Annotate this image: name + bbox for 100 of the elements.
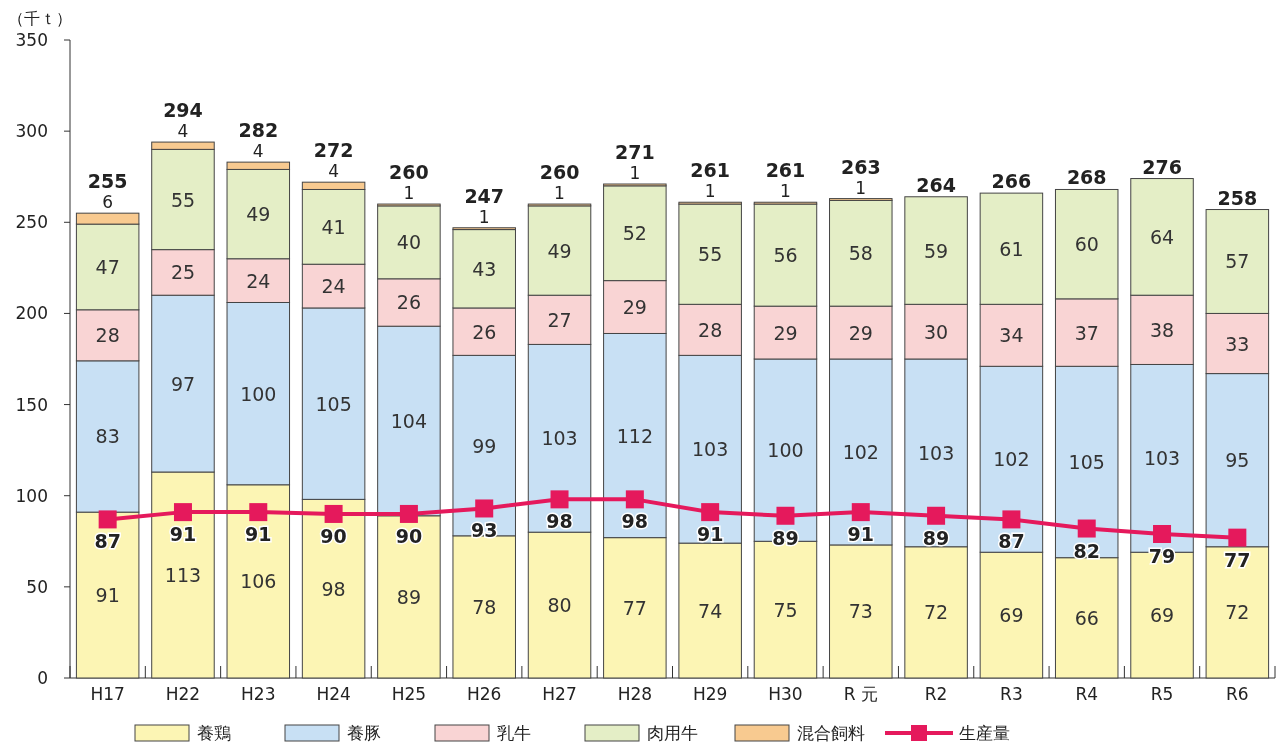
data-label: 77	[1224, 548, 1251, 571]
total-label: 261	[690, 159, 730, 182]
data-label: 99	[472, 434, 497, 457]
x-tick-label: H17	[90, 684, 125, 704]
data-label: 41	[321, 215, 346, 238]
y-tick-label: 150	[15, 394, 48, 415]
x-tick-label: H29	[692, 684, 728, 704]
data-label: 100	[240, 382, 277, 405]
data-label: 24	[246, 269, 271, 292]
data-label: 1	[403, 183, 415, 204]
data-label: 91	[245, 523, 272, 546]
y-tick-label: 0	[37, 668, 48, 688]
data-label: 1	[478, 206, 490, 227]
data-label: 61	[999, 237, 1024, 260]
data-label: 87	[998, 530, 1025, 553]
legend-label: 養豚	[347, 723, 381, 743]
total-label: 266	[991, 170, 1032, 193]
total-label: 272	[313, 139, 354, 162]
data-label: 77	[622, 596, 647, 619]
data-label: 113	[164, 564, 202, 587]
x-tick-label: H28	[617, 684, 653, 704]
data-label: 112	[616, 424, 653, 447]
data-label: 91	[847, 523, 875, 546]
total-label: 255	[87, 170, 128, 193]
data-label: 56	[773, 244, 798, 267]
data-label: 59	[924, 239, 949, 262]
data-label: 91	[169, 523, 197, 546]
x-tick-label: H24	[316, 684, 351, 704]
data-label: 55	[170, 188, 196, 211]
data-label: 106	[240, 570, 277, 593]
x-tick-label: R 元	[843, 684, 878, 704]
data-label: 102	[842, 440, 879, 463]
total-label: 260	[539, 161, 580, 184]
legend-label: 生産量	[959, 723, 1010, 743]
total-label: 258	[1217, 186, 1258, 209]
data-label: 105	[1068, 450, 1105, 473]
data-label: 98	[546, 510, 573, 533]
data-label: 1	[704, 181, 716, 202]
data-label: 55	[698, 243, 723, 266]
data-label: 90	[395, 524, 423, 547]
data-label: 90	[320, 524, 347, 547]
data-label: 28	[95, 324, 120, 347]
x-tick-label: H27	[542, 684, 577, 704]
legend-label: 肉用牛	[647, 723, 698, 743]
data-label: 91	[696, 523, 724, 546]
total-label: 247	[464, 184, 505, 207]
data-label: 1	[629, 163, 641, 184]
data-label: 24	[321, 275, 346, 298]
data-label: 103	[917, 441, 955, 464]
x-tick-label: H26	[467, 684, 502, 704]
data-label: 103	[1143, 447, 1181, 470]
data-label: 91	[95, 584, 120, 607]
legend-label: 乳牛	[497, 723, 531, 743]
data-label: 1	[554, 183, 565, 204]
data-label: 72	[1225, 601, 1250, 624]
data-label: 69	[1149, 604, 1175, 627]
legend-label: 混合飼料	[797, 723, 865, 743]
x-tick-label: H23	[241, 684, 276, 704]
data-label: 28	[698, 318, 723, 341]
x-tick-label: R5	[1150, 684, 1174, 704]
x-tick-label: R3	[1000, 684, 1023, 704]
data-label: 75	[773, 598, 798, 621]
data-label: 102	[993, 448, 1030, 471]
total-label: 260	[389, 161, 429, 184]
x-tick-label: R6	[1226, 684, 1249, 704]
total-label: 264	[916, 173, 956, 196]
total-label: 268	[1066, 166, 1107, 189]
data-label: 4	[177, 121, 189, 142]
data-label: 49	[246, 203, 271, 226]
total-label: 282	[238, 119, 279, 142]
y-tick-label: 50	[26, 576, 48, 597]
data-label: 37	[1074, 321, 1099, 344]
x-tick-label: R2	[924, 684, 948, 704]
data-label: 69	[999, 604, 1024, 627]
data-label: 78	[472, 595, 497, 618]
data-label: 73	[848, 600, 873, 623]
total-label: 271	[615, 141, 655, 164]
data-label: 6	[102, 192, 114, 213]
data-label: 64	[1149, 225, 1175, 248]
total-label: 261	[765, 159, 806, 182]
data-label: 29	[622, 296, 647, 319]
y-tick-label: 350	[15, 30, 48, 50]
data-label: 82	[1073, 539, 1100, 562]
data-label: 60	[1074, 233, 1099, 256]
total-label: 276	[1142, 155, 1182, 178]
data-label: 47	[95, 255, 120, 278]
data-label: 29	[773, 321, 798, 344]
data-label: 33	[1225, 332, 1250, 355]
data-label: 1	[780, 181, 791, 202]
x-tick-label: H30	[768, 684, 803, 704]
data-label: 89	[396, 585, 421, 608]
y-tick-label: 200	[15, 303, 48, 324]
data-label: 83	[95, 425, 120, 448]
data-label: 49	[547, 239, 572, 262]
data-label: 89	[922, 526, 950, 549]
data-label: 52	[622, 222, 647, 245]
data-label: 57	[1225, 250, 1250, 273]
data-label: 72	[924, 601, 949, 624]
data-label: 4	[252, 141, 264, 162]
data-label: 1	[855, 177, 867, 198]
